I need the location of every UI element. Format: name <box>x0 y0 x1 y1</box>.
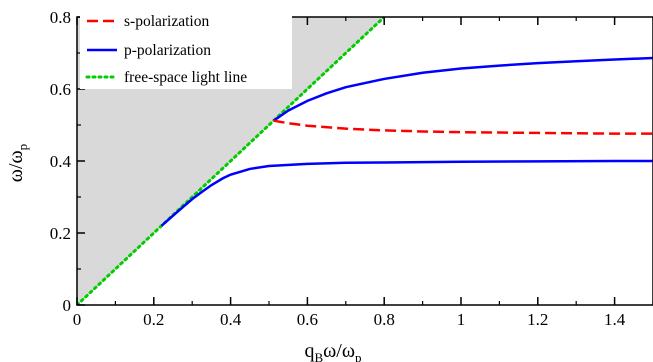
y-tick-label: 0.8 <box>50 8 71 27</box>
x-tick-label: 0.4 <box>220 310 242 329</box>
y-tick-label: 0.2 <box>50 224 71 243</box>
axes: 0 0.2 0.4 0.6 0.8 1 1.2 1.4 0 0.2 0.4 0.6 0.8 <box>50 8 653 329</box>
series-p-polarization-upper <box>272 56 653 122</box>
y-tick-label: 0.4 <box>50 152 72 171</box>
series-p-polarization-lower <box>160 159 653 227</box>
series-light-line <box>77 17 386 305</box>
legend-label-free-space-light-line: free-space light line <box>124 69 247 86</box>
series-s-polarization <box>273 119 653 135</box>
x-axis-label: qBω/ωp <box>304 340 361 362</box>
x-tick-label: 0.6 <box>297 310 318 329</box>
y-axis-label: ω/ωp <box>5 144 30 182</box>
x-tick-label: 0.8 <box>374 310 395 329</box>
legend: s-polarization p-polarization free-space… <box>80 9 292 89</box>
y-tick-label: 0.6 <box>50 80 71 99</box>
x-tick-label: 0.2 <box>143 310 164 329</box>
x-tick-label: 0 <box>73 310 82 329</box>
x-tick-label: 1.4 <box>604 310 626 329</box>
x-tick-label: 1.2 <box>527 310 548 329</box>
y-tick-label: 0 <box>63 296 72 315</box>
x-tick-label: 1 <box>457 310 466 329</box>
legend-label-s-polarization: s-polarization <box>124 13 209 30</box>
legend-label-p-polarization: p-polarization <box>124 42 211 59</box>
